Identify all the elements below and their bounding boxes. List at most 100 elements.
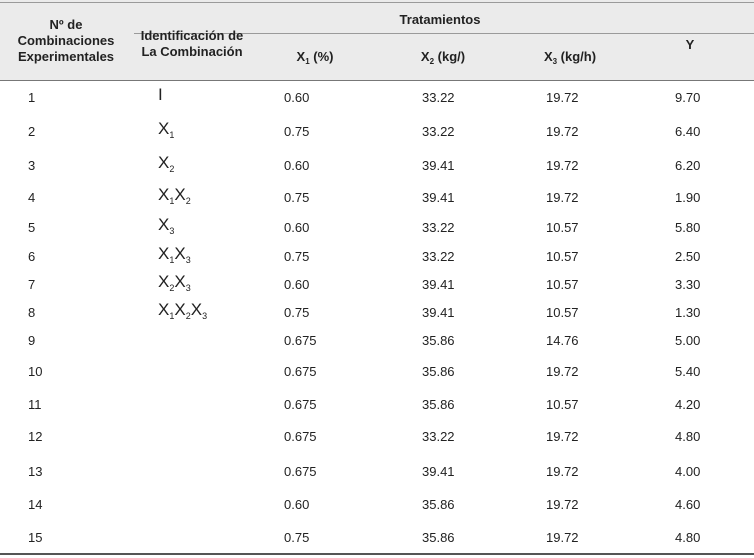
x3-value: 10.57 bbox=[546, 249, 579, 264]
x1-value: 0.675 bbox=[284, 429, 317, 444]
identifier-subscript: 2 bbox=[185, 196, 191, 206]
combination-identifier: X1X3 bbox=[158, 244, 191, 265]
identifier-symbol: X bbox=[174, 244, 186, 263]
identifier-subscript: 2 bbox=[185, 311, 191, 321]
row-number: 9 bbox=[28, 333, 36, 348]
header-x3: X3 (kg/h) bbox=[520, 49, 620, 66]
x2-value: 35.86 bbox=[422, 364, 455, 379]
row-number: 6 bbox=[28, 249, 36, 264]
identifier-subscript: 2 bbox=[169, 283, 175, 293]
identifier-subscript: 3 bbox=[185, 255, 191, 265]
y-value: 4.00 bbox=[675, 464, 701, 479]
header-identification-line: La Combinación bbox=[141, 44, 243, 59]
x3-value: 19.72 bbox=[546, 429, 579, 444]
x2-value: 35.86 bbox=[422, 497, 455, 512]
header-y: Y bbox=[685, 37, 695, 52]
y-value: 5.00 bbox=[675, 333, 701, 348]
identifier-symbol: X bbox=[190, 300, 203, 319]
row-number: 4 bbox=[28, 190, 36, 205]
combination-identifier: X1X2X3 bbox=[158, 300, 208, 321]
row-number: 2 bbox=[28, 124, 36, 139]
x2-value: 35.86 bbox=[422, 397, 455, 412]
identifier-symbol: X bbox=[174, 300, 186, 319]
header-combinations-line: Nº de bbox=[49, 17, 83, 32]
row-number: 1 bbox=[28, 90, 36, 105]
x2-value: 33.22 bbox=[422, 220, 455, 235]
header-x2-sub: 2 bbox=[429, 57, 435, 66]
x2-value: 33.22 bbox=[422, 249, 455, 264]
x3-value: 19.72 bbox=[546, 158, 579, 173]
header-combinations-line: Experimentales bbox=[17, 49, 115, 64]
combination-identifier: X1X2 bbox=[158, 186, 191, 206]
x2-value: 39.41 bbox=[422, 305, 455, 320]
x3-value: 19.72 bbox=[546, 364, 579, 379]
y-value: 5.40 bbox=[675, 364, 701, 379]
x1-value: 0.60 bbox=[284, 277, 310, 292]
y-value: 4.60 bbox=[675, 497, 701, 512]
x2-value: 39.41 bbox=[422, 277, 455, 292]
header-identification-line: Identificación de bbox=[140, 28, 244, 43]
header-x1-unit: (%) bbox=[309, 49, 334, 64]
y-value: 4.80 bbox=[675, 530, 701, 545]
x2-value: 35.86 bbox=[422, 530, 455, 545]
header-x2: X2 (kg/) bbox=[398, 49, 488, 66]
identifier-symbol: X bbox=[158, 153, 170, 172]
group-rule bbox=[134, 33, 754, 34]
header-combinations-line: Combinaciones bbox=[17, 33, 115, 48]
header-rule bbox=[0, 80, 754, 81]
x1-value: 0.675 bbox=[284, 397, 317, 412]
identifier-subscript: 3 bbox=[202, 311, 208, 321]
x1-value: 0.60 bbox=[284, 220, 310, 235]
x1-value: 0.60 bbox=[284, 497, 310, 512]
identifier-symbol: X bbox=[158, 244, 170, 263]
identifier-subscript: 1 bbox=[169, 196, 175, 206]
x1-value: 0.75 bbox=[284, 124, 310, 139]
x3-value: 19.72 bbox=[546, 90, 579, 105]
bottom-rule bbox=[0, 553, 754, 555]
combination-identifier: X2X3 bbox=[158, 272, 191, 293]
x3-value: 14.76 bbox=[546, 333, 579, 348]
identifier-symbol: X bbox=[174, 272, 186, 291]
table-header-background bbox=[0, 0, 754, 80]
combination-identifier: X2 bbox=[158, 153, 174, 174]
x3-value: 10.57 bbox=[546, 220, 579, 235]
x3-value: 10.57 bbox=[546, 397, 579, 412]
x3-value: 19.72 bbox=[546, 124, 579, 139]
header-tratamientos: Tratamientos bbox=[399, 12, 481, 27]
identifier-subscript: 1 bbox=[169, 255, 175, 265]
header-identification: Identificación de La Combinación bbox=[130, 28, 254, 60]
x3-value: 19.72 bbox=[546, 464, 579, 479]
x3-value: 10.57 bbox=[546, 305, 579, 320]
x3-value: 19.72 bbox=[546, 190, 579, 205]
x3-value: 10.57 bbox=[546, 277, 579, 292]
x2-value: 35.86 bbox=[422, 333, 455, 348]
row-number: 12 bbox=[28, 429, 43, 444]
x3-value: 19.72 bbox=[546, 530, 579, 545]
identifier-subscript: 1 bbox=[169, 130, 175, 140]
row-number: 15 bbox=[28, 530, 43, 545]
x2-value: 39.41 bbox=[422, 190, 455, 205]
x1-value: 0.75 bbox=[284, 530, 310, 545]
header-x1-var: X bbox=[296, 49, 306, 64]
x3-value: 19.72 bbox=[546, 497, 579, 512]
row-number: 5 bbox=[28, 220, 36, 235]
header-x1-sub: 1 bbox=[305, 57, 310, 66]
header-x3-sub: 3 bbox=[552, 57, 558, 66]
header-combinations: Nº de Combinaciones Experimentales bbox=[6, 17, 126, 65]
x2-value: 33.22 bbox=[422, 124, 455, 139]
row-number: 13 bbox=[28, 464, 43, 479]
combination-identifier: I bbox=[158, 86, 163, 104]
y-value: 6.40 bbox=[675, 124, 701, 139]
header-x3-var: X bbox=[543, 49, 553, 64]
combination-identifier: X1 bbox=[158, 120, 175, 140]
identifier-subscript: 3 bbox=[169, 226, 175, 236]
row-number: 7 bbox=[28, 277, 36, 292]
row-number: 14 bbox=[28, 497, 43, 512]
y-value: 1.90 bbox=[675, 190, 701, 205]
x2-value: 33.22 bbox=[422, 429, 455, 444]
identifier-symbol: X bbox=[158, 272, 170, 291]
x1-value: 0.675 bbox=[284, 333, 317, 348]
x1-value: 0.675 bbox=[284, 364, 317, 379]
top-rule bbox=[0, 2, 754, 3]
